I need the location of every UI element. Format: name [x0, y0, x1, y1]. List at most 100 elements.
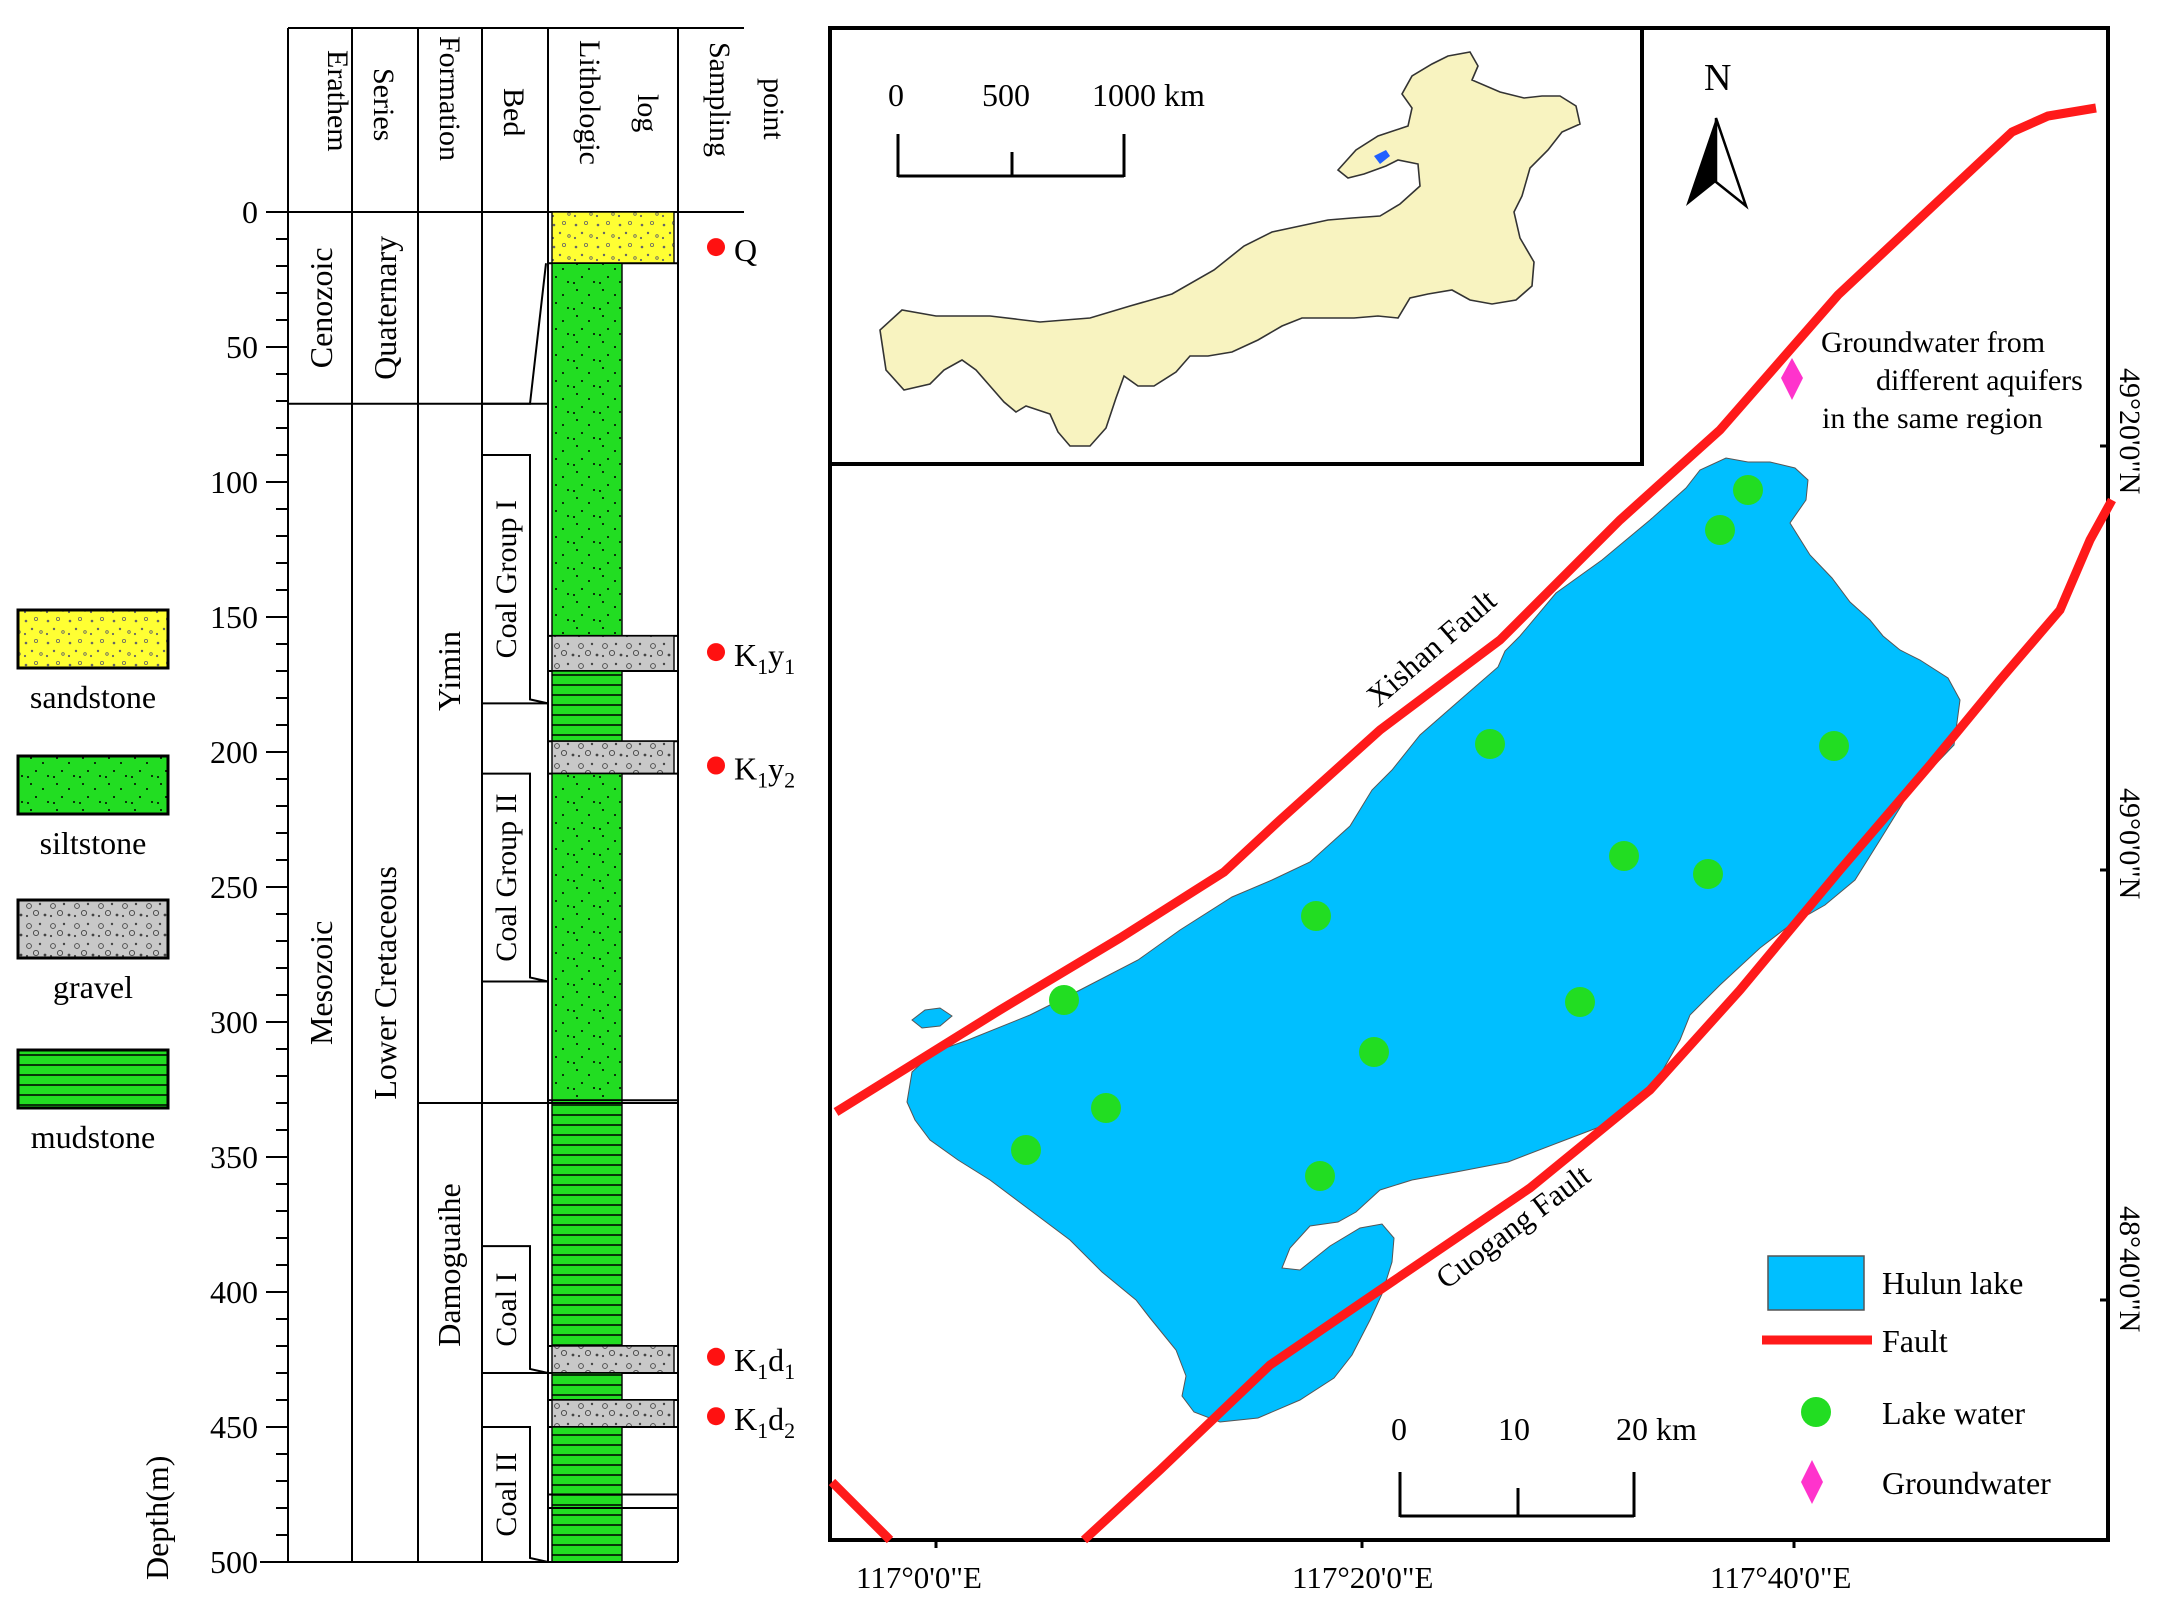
- lithology-legend: sandstone siltstone gravel mudstone: [16, 608, 170, 1155]
- legend-swatch-gravel: [16, 898, 170, 960]
- header-series: Series: [367, 68, 400, 141]
- inner-mongolia-outline: [879, 51, 1581, 447]
- lithologic-log: [548, 211, 678, 1563]
- stratigraphic-units: Cenozoic Mesozoic Quaternary Lower Cretaceo…: [288, 236, 678, 1563]
- lake-water-sample: [1301, 901, 1331, 931]
- sampling-point-dot: [707, 1407, 725, 1426]
- lake-water-sample: [1693, 859, 1723, 889]
- formation-label: Yimin: [431, 631, 467, 711]
- legend-lake-water-label: Lake water: [1882, 1395, 2025, 1431]
- north-label: N: [1704, 57, 1731, 99]
- map-legend: Hulun lake Fault Lake water Groundwater: [1762, 1255, 2051, 1504]
- erathem-label: Cenozoic: [303, 247, 339, 368]
- lake-inlet: [911, 1007, 953, 1029]
- lake-water-sample: [1359, 1037, 1389, 1067]
- series-label: Quaternary: [367, 236, 403, 380]
- inset-scale-label-0: 0: [888, 77, 904, 113]
- depth-tick-label: 300: [210, 1004, 258, 1040]
- depth-tick-label: 350: [210, 1139, 258, 1175]
- bed-bracket: [482, 454, 549, 705]
- depth-tick-label: 450: [210, 1409, 258, 1445]
- header-sampling: Sampling: [703, 42, 736, 157]
- header-erathem: Erathem: [321, 50, 354, 152]
- legend-label-sandstone: sandstone: [30, 679, 156, 715]
- longitude-label-2: 117°20'0"E: [1292, 1560, 1433, 1595]
- depth-tick-label: 250: [210, 869, 258, 905]
- latitude-label-3: 48°40'0"N: [2113, 1206, 2146, 1332]
- bed-label: Coal II: [490, 1452, 523, 1536]
- bed-bracket: [482, 1426, 549, 1563]
- cuogang-fault-line: [1080, 497, 2116, 1544]
- erathem-label: Mesozoic: [303, 921, 339, 1045]
- groundwater-note-2: different aquifers: [1876, 364, 2083, 397]
- depth-tick-label: 0: [242, 194, 258, 230]
- depth-axis-label: Depth(m): [139, 1456, 175, 1580]
- bed-label: Coal Group I: [490, 500, 523, 658]
- header-formation: Formation: [433, 36, 466, 161]
- sampling-point-label: K1d1: [734, 1342, 795, 1384]
- inset-scale-label-500: 500: [982, 77, 1030, 113]
- formation-label: Damoguaihe: [431, 1183, 467, 1347]
- legend-swatch-mudstone: [16, 1048, 170, 1110]
- sampling-point-dot: [707, 1347, 725, 1366]
- legend-groundwater-label: Groundwater: [1882, 1465, 2051, 1501]
- legend-groundwater-swatch: [1801, 1460, 1823, 1504]
- lake-water-sample: [1091, 1093, 1121, 1123]
- inset-map: 0 500 1000 km: [828, 26, 1644, 466]
- groundwater-note-3: in the same region: [1822, 402, 2043, 435]
- depth-tick-label: 100: [210, 464, 258, 500]
- header-log: log: [631, 94, 664, 132]
- sampling-point-label: K1y1: [734, 637, 795, 679]
- lith-layer-sandstone: [551, 211, 675, 264]
- lake-water-sample: [1305, 1161, 1335, 1191]
- sampling-points: Q K1y1 K1y2 K1d1 K1d2: [707, 232, 795, 1443]
- sampling-point-dot: [707, 238, 725, 257]
- legend-lake-swatch: [1767, 1255, 1865, 1311]
- stratigraphic-column: 0 50 100 150 200 250 300 350 400 450 500: [210, 27, 744, 1580]
- lith-layer-gravel: [551, 1399, 675, 1428]
- legend-label-mudstone: mudstone: [31, 1119, 155, 1155]
- legend-lake-label: Hulun lake: [1882, 1265, 2023, 1301]
- groundwater-diamond: [1781, 358, 1803, 400]
- sampling-point-label: K1d2: [734, 1401, 795, 1443]
- legend-label-gravel: gravel: [53, 969, 133, 1005]
- lake-water-sample: [1565, 987, 1595, 1017]
- fault-sw-segment: [828, 1478, 894, 1544]
- depth-tick-label: 50: [226, 329, 258, 365]
- sampling-point-label: K1y2: [734, 751, 795, 793]
- lake-water-sample: [1733, 475, 1763, 505]
- lith-layer-gravel: [551, 635, 675, 672]
- xishan-fault-line: [833, 103, 2097, 1116]
- lake-water-sample: [1819, 731, 1849, 761]
- bed-bracket: [482, 772, 549, 983]
- latitude-label-2: 49°0'0"N: [2113, 788, 2146, 899]
- legend-label-siltstone: siltstone: [40, 825, 147, 861]
- hulun-lake-shape: [906, 457, 1961, 1423]
- header-lithologic: Lithologic: [573, 40, 606, 165]
- lith-layer-gravel: [551, 740, 675, 775]
- bed-label: Coal Group II: [490, 793, 523, 961]
- header-point: point: [757, 78, 790, 140]
- lith-layer-siltstone: [551, 262, 623, 637]
- legend-swatch-siltstone: [16, 754, 170, 816]
- hulun-lake-inset: [1374, 150, 1390, 164]
- inset-scale-label-1000: 1000 km: [1092, 77, 1205, 113]
- lith-layer-mudstone: [551, 670, 623, 742]
- longitude-label-3: 117°40'0"E: [1710, 1560, 1851, 1595]
- map-scale-label-20: 20 km: [1616, 1411, 1697, 1447]
- sampling-point-dot: [707, 756, 725, 775]
- sampling-point-label: Q: [734, 232, 757, 268]
- longitude-label-1: 117°0'0"E: [856, 1560, 982, 1595]
- lake-water-sample: [1475, 729, 1505, 759]
- map-scale-label-10: 10: [1498, 1411, 1530, 1447]
- lith-layer-mudstone: [551, 1099, 623, 1347]
- bed-bracket: [482, 1245, 549, 1374]
- lake-water-samples: [1011, 475, 1849, 1191]
- lake-water-sample: [1705, 515, 1735, 545]
- north-arrow-right: [1714, 117, 1749, 210]
- depth-tick-label: 150: [210, 599, 258, 635]
- lake-water-sample: [1011, 1135, 1041, 1165]
- lith-layer-mudstone: [551, 1372, 623, 1401]
- bed-label: Coal I: [490, 1272, 523, 1346]
